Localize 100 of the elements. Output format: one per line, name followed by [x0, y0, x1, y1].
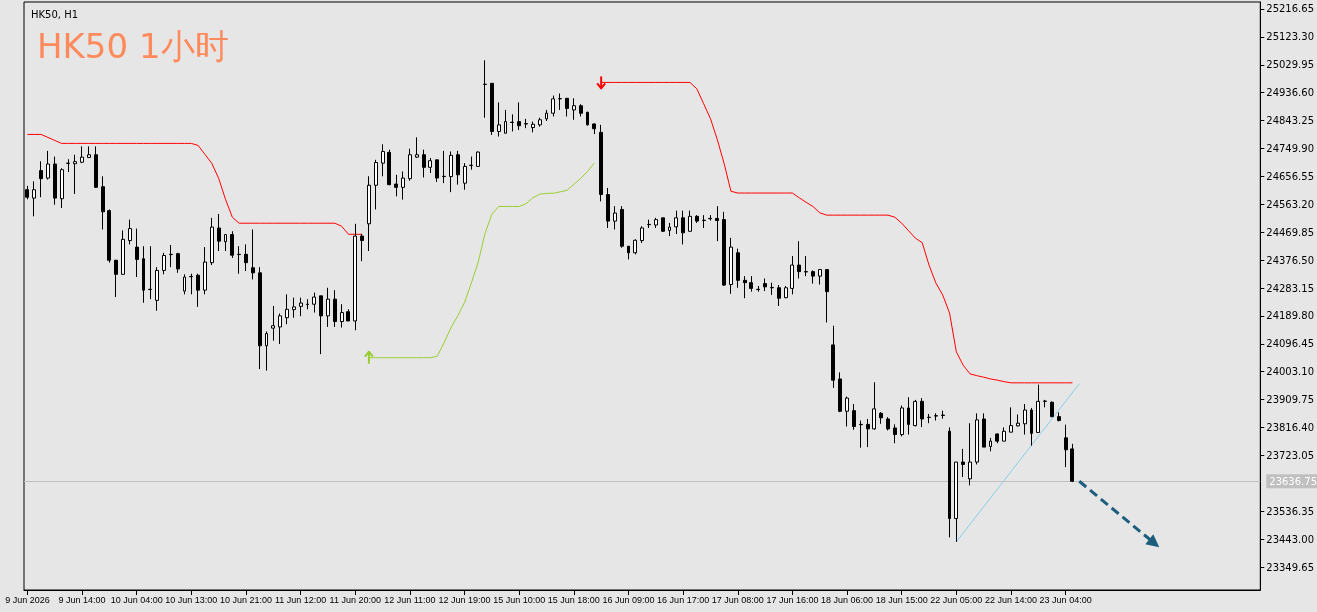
candlestick: [435, 159, 439, 183]
candlestick: [879, 411, 883, 425]
candlestick: [859, 420, 863, 449]
candlestick: [866, 418, 870, 448]
candlestick: [66, 158, 70, 173]
y-tick-label: 24656.55: [1266, 170, 1314, 182]
candlestick: [1016, 414, 1020, 427]
candlestick: [258, 266, 262, 370]
candlestick: [469, 156, 473, 171]
candlestick: [237, 245, 241, 275]
candlestick: [217, 213, 221, 252]
candlestick: [422, 149, 426, 178]
candlestick: [1030, 407, 1033, 447]
candlestick: [251, 228, 255, 280]
candlestick: [456, 150, 460, 186]
candlestick: [592, 122, 596, 135]
y-tick-label: 24376.50: [1266, 254, 1314, 266]
x-tick-label: 22 Jun 05:00: [930, 594, 983, 605]
candlestick: [674, 210, 678, 235]
candlestick: [306, 298, 309, 310]
text: HK50, H1: [31, 8, 79, 20]
candlestick: [913, 399, 917, 427]
candlestick: [46, 150, 50, 181]
candlestick: [449, 150, 453, 193]
candlestick: [995, 432, 999, 444]
candlestick: [620, 205, 624, 249]
candlestick: [831, 325, 835, 389]
candlestick: [142, 245, 145, 304]
y-tick-label: 23536.35: [1266, 505, 1314, 517]
y-tick-label: 23349.65: [1266, 561, 1314, 573]
x-tick-label: 17 Jun 16:00: [766, 594, 819, 605]
candlestick: [340, 303, 344, 329]
candlestick: [954, 461, 958, 543]
y-tick-label: 24843.25: [1266, 115, 1314, 127]
candlestick: [743, 275, 747, 299]
candlestick: [73, 154, 77, 195]
y-tick-label: 23816.40: [1266, 422, 1314, 434]
candlestick: [565, 97, 569, 117]
candlestick: [387, 149, 391, 186]
candlestick: [681, 210, 685, 245]
candlestick: [292, 297, 296, 319]
x-tick-label: 10 Jun 04:00: [110, 594, 163, 605]
candlestick: [326, 287, 330, 328]
candlestick: [162, 252, 166, 275]
candlestick: [654, 217, 658, 229]
candlestick: [196, 273, 200, 308]
candlestick: [428, 157, 432, 174]
candlestick: [749, 275, 753, 293]
candlestick: [790, 255, 794, 295]
candlestick: [551, 95, 555, 117]
candlestick: [114, 259, 118, 298]
candlestick: [1050, 400, 1054, 418]
candlestick: [278, 312, 282, 345]
x-tick-label: 12 Jun 11:00: [384, 594, 436, 605]
y-tick-label: 25216.65: [1266, 3, 1314, 15]
candlestick: [203, 246, 207, 295]
candlestick: [1064, 424, 1068, 468]
candlestick: [510, 113, 514, 132]
candlestick: [845, 396, 849, 427]
candlestick: [271, 305, 275, 342]
x-tick-label: 10 Jun 13:00: [165, 594, 218, 605]
y-tick-label: 24469.85: [1266, 226, 1314, 238]
candlestick: [968, 422, 972, 486]
candlestick: [558, 92, 562, 111]
candlestick: [121, 229, 125, 276]
x-tick-label: 10 Jun 21:00: [219, 594, 273, 605]
candlestick: [483, 59, 487, 119]
candlestick: [169, 244, 173, 268]
candlestick: [715, 205, 719, 242]
y-tick-label: 24563.20: [1266, 198, 1314, 210]
candlestick: [442, 150, 446, 184]
candlestick: [1036, 384, 1040, 433]
line-series: [26, 133, 363, 235]
candlestick: [333, 289, 337, 328]
y-tick-label: 23909.75: [1266, 394, 1314, 406]
x-tick-label: 15 Jun 18:00: [547, 594, 600, 605]
line-series: [368, 162, 595, 359]
candlestick: [244, 243, 248, 272]
candlestick: [770, 282, 774, 296]
candlestick: [32, 180, 36, 217]
candlestick: [1002, 426, 1006, 442]
candlestick: [87, 145, 91, 159]
x-tick-label: 15 Jun 10:00: [493, 594, 546, 605]
candlestick: [982, 412, 986, 448]
candlestick: [811, 269, 815, 285]
candlestick: [763, 278, 767, 292]
line-series: [600, 81, 1073, 384]
candlestick: [408, 148, 412, 182]
candlestick: [722, 211, 726, 287]
candlestick: [531, 121, 535, 133]
y-tick-label: 24936.60: [1266, 87, 1314, 99]
candlestick: [367, 175, 371, 252]
x-tick-label: 9 Jun 14:00: [58, 594, 106, 605]
candlestick: [893, 423, 897, 444]
candlestick: [606, 187, 610, 229]
candlestick: [599, 124, 603, 202]
candlestick: [463, 162, 467, 191]
candlestick: [107, 208, 111, 264]
candlestick: [230, 230, 234, 259]
candlestick: [825, 269, 829, 323]
